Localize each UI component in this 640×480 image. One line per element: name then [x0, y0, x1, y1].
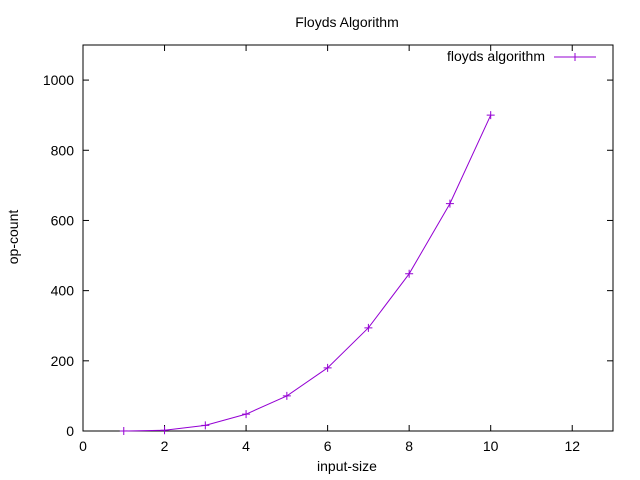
- legend-point: [571, 53, 579, 61]
- x-tick-label: 4: [242, 438, 250, 454]
- y-tick-label: 1000: [43, 72, 74, 88]
- x-axis: 0 2 4 6 8 10 12: [79, 45, 580, 454]
- y-tick-label: 800: [51, 142, 75, 158]
- legend-label: floyds algorithm: [447, 48, 545, 64]
- data-point: [323, 363, 332, 372]
- x-tick-label: 6: [324, 438, 332, 454]
- data-point: [445, 199, 454, 208]
- data-point: [282, 391, 291, 400]
- data-point: [160, 426, 169, 435]
- x-tick-label: 2: [161, 438, 169, 454]
- y-tick-label: 200: [51, 353, 75, 369]
- data-point: [119, 427, 128, 435]
- data-point: [201, 421, 210, 430]
- x-tick-label: 0: [79, 438, 87, 454]
- data-point: [486, 111, 495, 120]
- y-axis: 0 200 400 600 800 1000: [43, 72, 613, 439]
- data-point: [364, 323, 373, 332]
- x-axis-label: input-size: [317, 458, 377, 474]
- legend: floyds algorithm: [447, 48, 596, 64]
- series-layer: [119, 111, 495, 435]
- data-point: [405, 269, 414, 278]
- plot-border: [82, 44, 614, 432]
- y-tick-label: 0: [66, 423, 74, 439]
- legend-marker: [571, 53, 579, 61]
- data-point: [242, 410, 251, 419]
- x-tick-label: 10: [483, 438, 499, 454]
- y-tick-label: 600: [51, 212, 75, 228]
- y-tick-label: 400: [51, 283, 75, 299]
- series-line: [123, 114, 492, 432]
- plot-frame: [82, 44, 614, 432]
- x-tick-label: 8: [405, 438, 413, 454]
- x-tick-label: 12: [564, 438, 580, 454]
- y-axis-label: op-count: [5, 210, 21, 265]
- chart-title: Floyds Algorithm: [295, 14, 398, 30]
